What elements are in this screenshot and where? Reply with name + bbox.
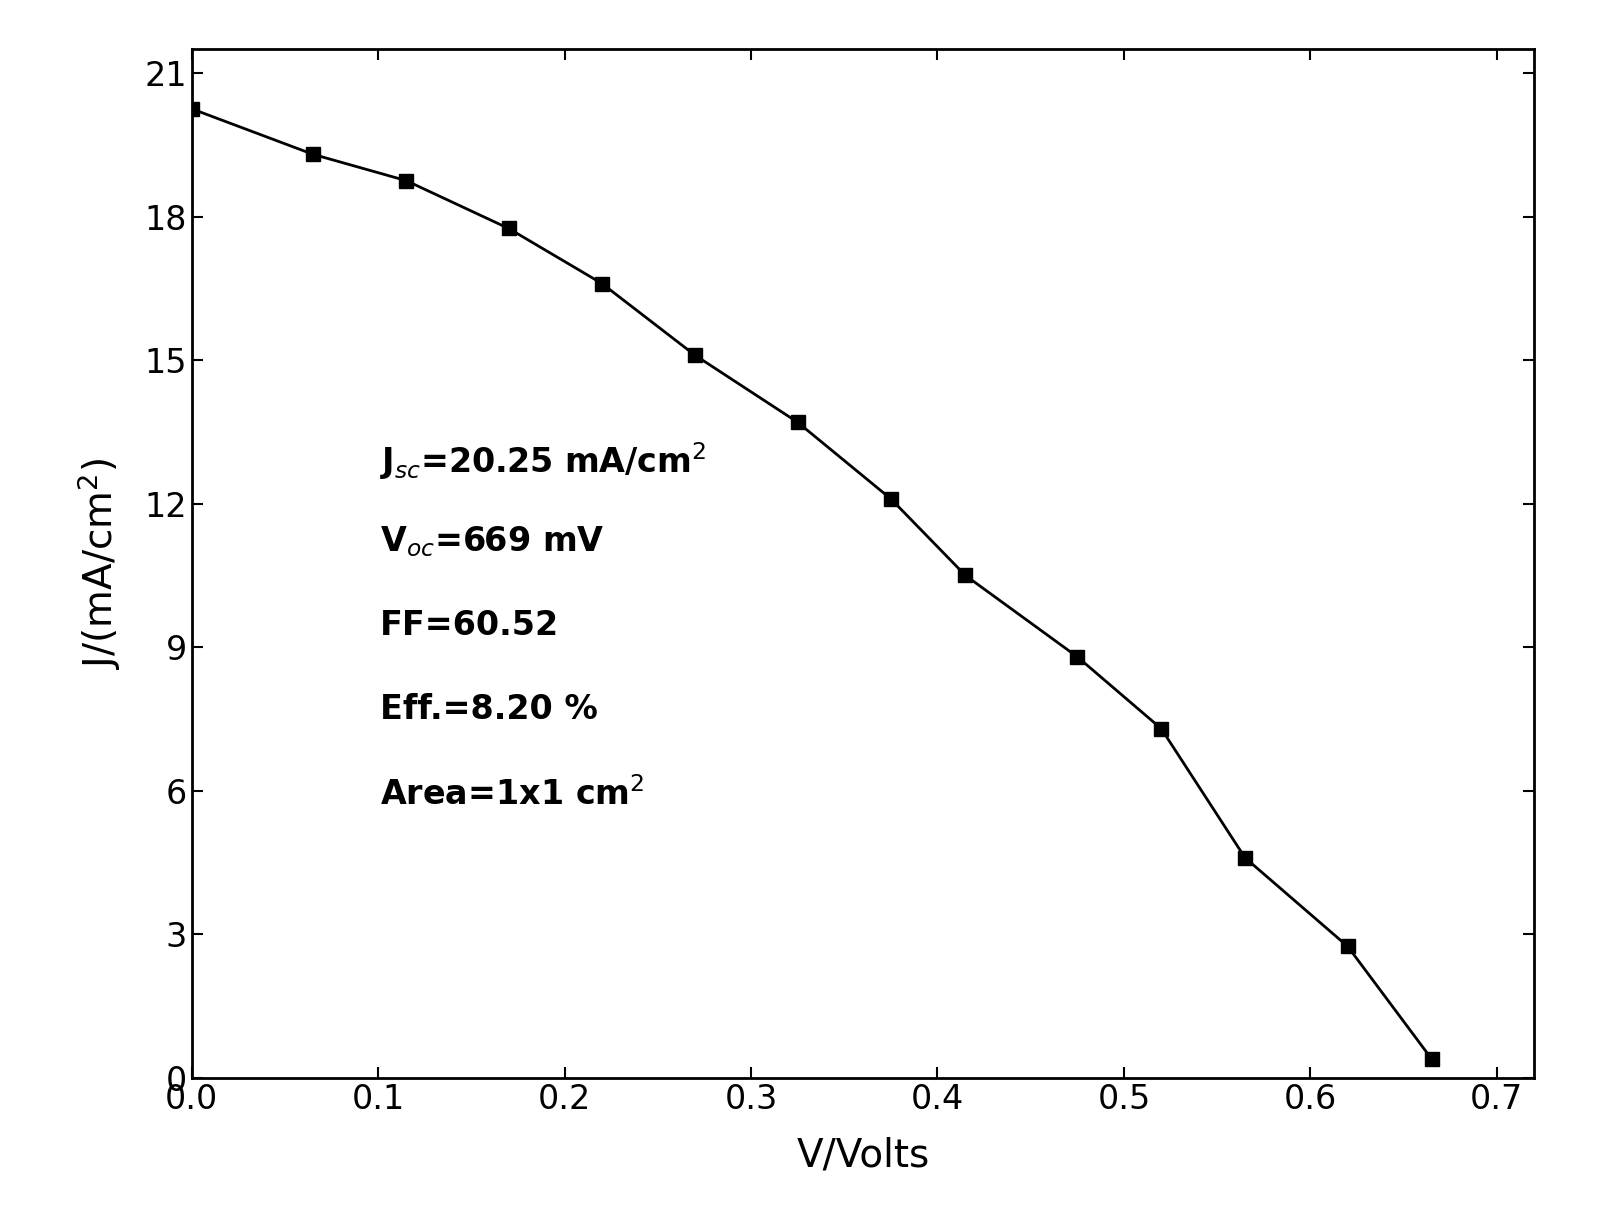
Text: FF=60.52: FF=60.52 bbox=[380, 609, 559, 642]
Text: Area=1x1 cm$^2$: Area=1x1 cm$^2$ bbox=[380, 778, 644, 812]
Text: J$_{sc}$=20.25 mA/cm$^2$: J$_{sc}$=20.25 mA/cm$^2$ bbox=[380, 440, 706, 481]
Y-axis label: J/(mA/cm$^2$): J/(mA/cm$^2$) bbox=[75, 458, 123, 669]
X-axis label: V/Volts: V/Volts bbox=[796, 1137, 930, 1175]
Text: V$_{oc}$=669 mV: V$_{oc}$=669 mV bbox=[380, 524, 604, 559]
Text: Eff.=8.20 %: Eff.=8.20 % bbox=[380, 693, 598, 726]
